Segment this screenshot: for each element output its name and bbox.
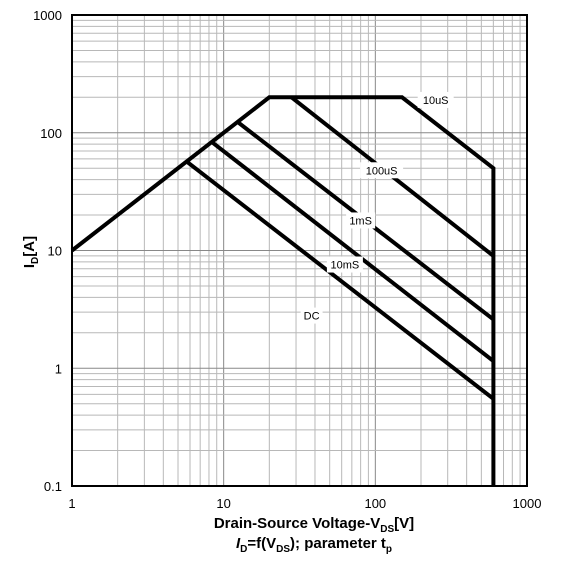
y-axis-title: ID[A] <box>21 236 41 268</box>
series-lines <box>70 95 496 486</box>
series-label: 100uS <box>366 165 398 177</box>
y-tick-label: 1 <box>55 361 62 376</box>
label-background <box>326 256 363 273</box>
y-tick-label: 100 <box>40 126 62 141</box>
y-tick-label: 1000 <box>33 8 62 23</box>
series-line-10ms <box>211 141 495 363</box>
series-label: 10uS <box>423 95 449 107</box>
label-background <box>346 212 376 229</box>
x-tick-label: 1 <box>68 496 75 511</box>
series-line-dc <box>186 160 495 401</box>
label-background <box>360 162 404 179</box>
y-tick-label: 10 <box>48 244 62 259</box>
series-label: DC <box>304 311 320 323</box>
series-label: 10mS <box>331 260 360 272</box>
label-background <box>300 307 323 324</box>
tick-labels: 1 10 100 1000 0.1 1 10 100 1000 <box>33 8 541 511</box>
label-background <box>417 91 454 108</box>
chart-subtitle: ID=f(VDS); parameter tp <box>236 535 392 555</box>
x-axis-title: Drain-Source Voltage-VDS[V] <box>214 515 414 535</box>
y-tick-label: 0.1 <box>44 479 62 494</box>
plot-frame <box>71 14 528 487</box>
series-line-10us <box>70 95 496 486</box>
x-tick-label: 1000 <box>513 496 542 511</box>
x-tick-label: 100 <box>364 496 386 511</box>
x-tick-label: 10 <box>216 496 230 511</box>
annotations: 10uS 100uS 1mS 10mS DC <box>300 91 454 324</box>
series-label: 1mS <box>349 215 372 227</box>
